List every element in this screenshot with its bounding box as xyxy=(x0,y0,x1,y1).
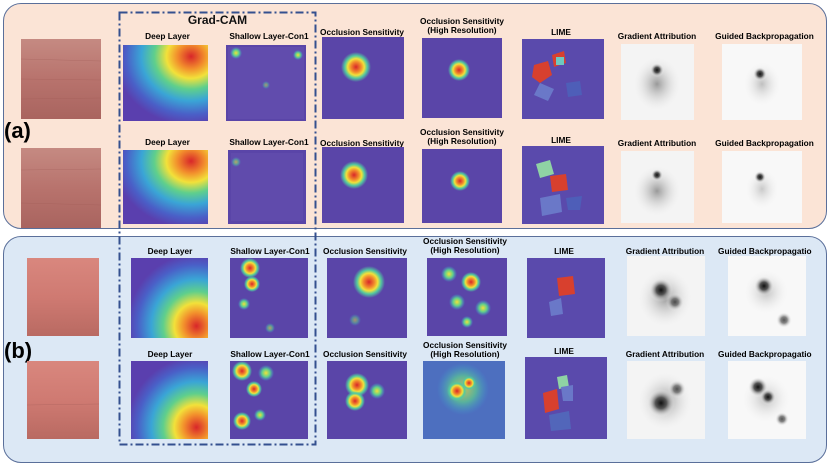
gradcam-shallow-heatmap xyxy=(226,45,306,121)
guided-backprop-map xyxy=(722,151,802,223)
label-shallow-layer: Shallow Layer-Con1 xyxy=(230,349,310,359)
gradcam-frame xyxy=(118,11,317,446)
gradcam-deep-heatmap xyxy=(123,45,208,121)
skin-image xyxy=(27,361,99,439)
lime-map xyxy=(522,146,604,224)
label-occlusion-hr: Occlusion Sensitivity (High Resolution) xyxy=(420,127,504,146)
gradient-attribution-map xyxy=(627,361,705,439)
lime-map xyxy=(525,357,607,439)
gradient-attribution-map xyxy=(627,256,705,336)
label-occlusion: Occlusion Sensitivity xyxy=(323,246,407,256)
label-lime: LIME xyxy=(554,246,574,256)
label-lime: LIME xyxy=(554,346,574,356)
gradcam-shallow-heatmap xyxy=(230,361,308,439)
lime-map xyxy=(522,39,604,119)
guided-backprop-map xyxy=(728,256,806,336)
skin-image xyxy=(21,39,101,119)
row-label-a: (a) xyxy=(4,118,31,143)
label-gradient: Gradient Attribution xyxy=(617,138,697,148)
skin-image xyxy=(21,148,101,228)
gradcam-deep-heatmap xyxy=(131,361,208,439)
label-guided: Guided Backpropagation xyxy=(715,138,814,148)
guided-backprop-map xyxy=(722,44,802,120)
label-shallow-layer: Shallow Layer-Con1 xyxy=(229,137,309,147)
label-lime: LIME xyxy=(551,135,571,145)
label-deep-layer: Deep Layer xyxy=(145,137,190,147)
label-guided: Guided Backpropagatio xyxy=(718,246,812,256)
occlusion-heatmap xyxy=(322,147,404,223)
occlusion-hr-heatmap xyxy=(427,258,507,336)
row-label-b: (b) xyxy=(4,338,33,363)
occlusion-heatmap xyxy=(327,258,407,338)
gradient-attribution-map xyxy=(621,44,694,120)
label-occlusion: Occlusion Sensitivity xyxy=(320,27,404,37)
gradcam-shallow-heatmap xyxy=(228,150,306,224)
label-occlusion-hr: Occlusion Sensitivity (High Resolution) xyxy=(423,340,507,359)
skin-image xyxy=(27,258,99,336)
lime-map xyxy=(527,258,605,338)
label-deep-layer: Deep Layer xyxy=(145,31,190,41)
label-occlusion: Occlusion Sensitivity xyxy=(323,349,407,359)
occlusion-hr-heatmap xyxy=(422,38,502,118)
label-occlusion: Occlusion Sensitivity xyxy=(320,138,404,148)
label-guided: Guided Backpropagation xyxy=(715,31,814,41)
occlusion-heatmap xyxy=(322,37,404,119)
label-deep-layer: Deep Layer xyxy=(147,349,193,359)
label-guided: Guided Backpropagatio xyxy=(718,349,812,359)
gradcam-shallow-heatmap xyxy=(230,258,308,338)
label-lime: LIME xyxy=(551,27,571,37)
occlusion-hr-heatmap xyxy=(422,149,502,223)
label-occlusion-hr: Occlusion Sensitivity (High Resolution) xyxy=(420,16,504,35)
label-shallow-layer: Shallow Layer-Con1 xyxy=(230,246,310,256)
label-shallow-layer: Shallow Layer-Con1 xyxy=(229,31,309,41)
label-gradient: Gradient Attribution xyxy=(625,349,705,359)
gradcam-deep-heatmap xyxy=(131,258,208,338)
occlusion-heatmap xyxy=(327,361,407,439)
guided-backprop-map xyxy=(728,361,806,439)
gradcam-title: Grad-CAM xyxy=(187,13,248,27)
occlusion-hr-heatmap xyxy=(423,361,505,439)
gradcam-deep-heatmap xyxy=(123,150,208,224)
gradient-attribution-map xyxy=(621,151,694,223)
label-occlusion-hr: Occlusion Sensitivity (High Resolution) xyxy=(423,236,507,255)
label-deep-layer: Deep Layer xyxy=(147,246,193,256)
label-gradient: Gradient Attribution xyxy=(625,246,705,256)
label-gradient: Gradient Attribution xyxy=(617,31,697,41)
